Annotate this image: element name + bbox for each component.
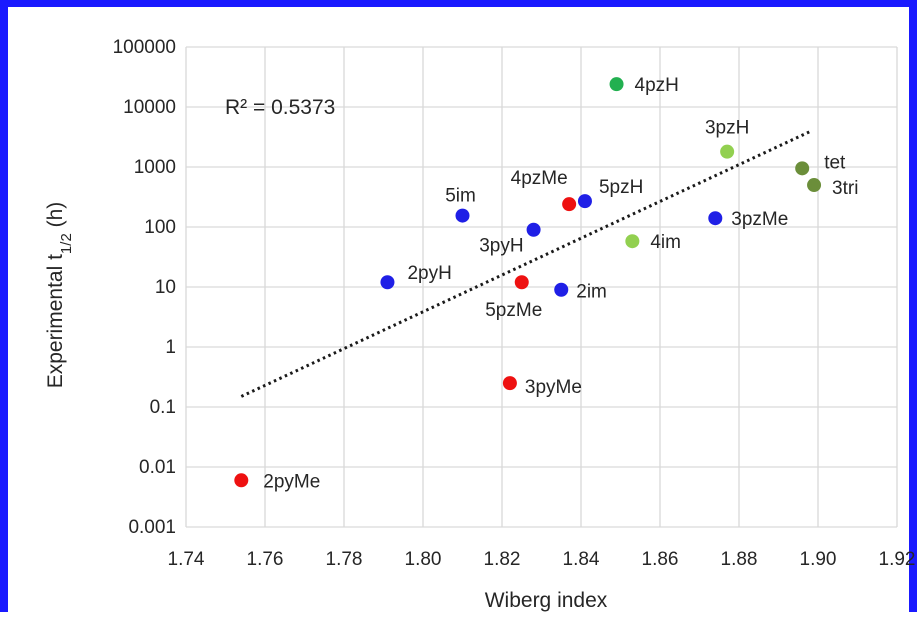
x-axis-title: Wiberg index [485, 589, 608, 612]
data-point [708, 211, 723, 226]
y-tick-label: 1 [165, 337, 176, 358]
x-tick-label: 1.82 [484, 549, 521, 570]
point-label: 4im [650, 232, 681, 253]
y-axis-title: Experimental t1/2 (h) [44, 202, 75, 389]
x-tick-label: 1.74 [168, 549, 205, 570]
data-point [526, 222, 541, 237]
trendline-path [240, 130, 811, 398]
x-tick-label: 1.78 [326, 549, 363, 570]
r-squared-annotation: R² = 0.5373 [225, 96, 335, 119]
y-tick-label: 100000 [113, 37, 176, 58]
x-tick-label: 1.84 [563, 549, 600, 570]
point-label: 4pzMe [511, 168, 568, 189]
tick-labels: 100000 10000 1000 100 10 1 0.1 0.01 0.001 1.74 1.7… [113, 37, 916, 570]
y-axis-title-main: Experimental t [44, 254, 67, 388]
data-point [720, 144, 735, 159]
y-tick-label: 0.1 [150, 397, 176, 418]
point-label: 3pzMe [731, 209, 788, 230]
data-point [795, 161, 810, 176]
point-label: 4pzH [635, 75, 679, 96]
y-tick-label: 10000 [123, 97, 176, 118]
data-point [502, 376, 517, 391]
x-tick-label: 1.88 [721, 549, 758, 570]
x-tick-label: 1.80 [405, 549, 442, 570]
data-point [625, 234, 640, 249]
point-label: 5pzH [599, 177, 643, 198]
point-label: 2pyMe [263, 471, 320, 492]
data-points: 2pyMe 2pyH 5im 3pyMe 5pzMe 3pyH 2im 4pzMe 5pzH 4p… [234, 75, 858, 492]
data-point [807, 178, 822, 193]
point-label: 2im [576, 282, 607, 303]
data-point [514, 275, 529, 290]
x-tick-label: 1.92 [879, 549, 916, 570]
trendline [240, 130, 811, 398]
y-axis-title-suffix: (h) [44, 202, 67, 234]
y-axis-title-subscript: 1/2 [58, 233, 75, 254]
data-point [609, 77, 624, 92]
scatter-chart: 2pyMe 2pyH 5im 3pyMe 5pzMe 3pyH 2im 4pzMe 5pzH 4p… [44, 37, 916, 612]
data-point [455, 208, 470, 223]
point-label: 5im [445, 186, 476, 207]
point-label: tet [824, 152, 846, 173]
point-label: 3tri [832, 178, 858, 199]
grid-lines [185, 46, 898, 528]
point-label: 3pzH [705, 118, 749, 139]
data-point [554, 282, 569, 297]
y-tick-label: 100 [144, 217, 176, 238]
data-point [562, 197, 577, 212]
y-tick-label: 0.001 [128, 517, 176, 538]
x-tick-label: 1.90 [800, 549, 837, 570]
y-tick-label: 1000 [134, 157, 176, 178]
data-point [234, 473, 249, 488]
y-tick-label: 0.01 [139, 457, 176, 478]
point-label: 5pzMe [485, 300, 542, 321]
x-tick-label: 1.76 [247, 549, 284, 570]
y-tick-label: 10 [155, 277, 176, 298]
point-label: 2pyH [407, 263, 451, 284]
point-label: 3pyMe [525, 377, 582, 398]
data-point [380, 275, 395, 290]
data-point [577, 194, 592, 209]
point-label: 3pyH [479, 236, 523, 257]
x-tick-label: 1.86 [642, 549, 679, 570]
